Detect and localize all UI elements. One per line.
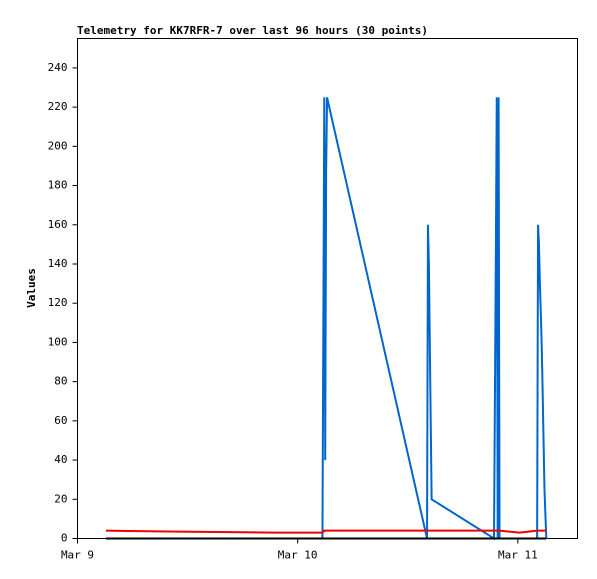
y-tick-label: 20 xyxy=(54,492,67,505)
y-tick-label: 140 xyxy=(48,257,68,270)
y-tick-label: 240 xyxy=(48,61,68,74)
chart-title: Telemetry for KK7RFR-7 over last 96 hour… xyxy=(77,24,428,37)
x-tick-label: Mar 9 xyxy=(61,549,94,562)
y-tick-label: 200 xyxy=(48,139,68,152)
y-tick-label: 220 xyxy=(48,100,68,113)
x-tick-label: Mar 10 xyxy=(278,549,318,562)
y-tick-label: 120 xyxy=(48,296,68,309)
y-axis-label: Values xyxy=(25,268,38,308)
y-tick-label: 0 xyxy=(61,532,68,545)
y-tick-label: 80 xyxy=(54,375,67,388)
x-tick-label: Mar 11 xyxy=(498,549,538,562)
y-tick-label: 160 xyxy=(48,218,68,231)
y-tick-label: 100 xyxy=(48,335,68,348)
series-line xyxy=(105,529,547,534)
y-tick-label: 60 xyxy=(54,414,67,427)
y-tick-label: 40 xyxy=(54,453,67,466)
series-line xyxy=(105,97,548,541)
y-tick-label: 180 xyxy=(48,179,68,192)
